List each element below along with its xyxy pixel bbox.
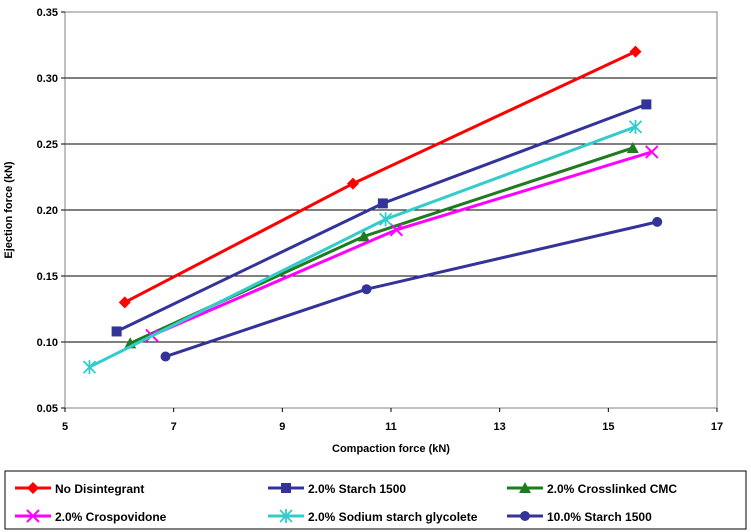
legend-marker: [520, 511, 530, 521]
y-tick-label: 0.10: [37, 337, 58, 349]
x-tick-label: 7: [171, 421, 177, 433]
data-point: [346, 177, 359, 190]
data-point: [361, 284, 372, 295]
y-tick-label: 0.20: [37, 205, 58, 217]
legend-label: 2.0% Starch 1500: [308, 482, 406, 496]
axis-ticks: [61, 11, 718, 412]
series-2: [111, 99, 652, 337]
series-6: [160, 216, 663, 362]
legend-box: [4, 470, 747, 530]
legend-label: 2.0% Crosslinked CMC: [547, 482, 677, 496]
series-5: [82, 119, 643, 375]
data-point: [628, 119, 643, 134]
legend-item: 2.0% Sodium starch glycolete: [268, 509, 478, 524]
x-tick-label: 11: [385, 421, 397, 433]
data-point: [629, 45, 642, 58]
legend-marker: [26, 509, 40, 523]
data-point: [389, 223, 404, 237]
legend-item: 2.0% Starch 1500: [268, 482, 406, 496]
x-axis-title: Compaction force (kN): [332, 443, 450, 455]
legend-marker: [281, 483, 291, 493]
x-axis-tick-labels: 5 7 9 11 13 15 17: [62, 421, 723, 433]
y-tick-label: 0.15: [37, 271, 58, 283]
y-axis-title: Ejection force (kN): [3, 161, 15, 259]
legend-marker: [279, 509, 293, 523]
series-layer: [82, 45, 663, 375]
y-tick-label: 0.35: [37, 7, 58, 19]
data-point: [357, 230, 370, 242]
legend-label: 2.0% Crospovidone: [55, 510, 167, 524]
legend-item: 2.0% Crosslinked CMC: [507, 482, 677, 496]
legend-label: No Disintegrant: [55, 482, 144, 496]
x-tick-label: 15: [602, 421, 614, 433]
x-tick-label: 17: [711, 421, 723, 433]
y-tick-label: 0.25: [37, 139, 58, 151]
y-axis-tick-labels: 0.05 0.10 0.15 0.20 0.25 0.30 0.35: [37, 7, 58, 415]
y-tick-label: 0.05: [37, 403, 58, 415]
data-point: [118, 296, 131, 309]
legend-item: No Disintegrant: [15, 482, 144, 496]
x-tick-label: 13: [494, 421, 506, 433]
data-point: [377, 198, 388, 209]
y-tick-label: 0.30: [37, 73, 58, 85]
data-point: [111, 326, 122, 337]
legend-label: 2.0% Sodium starch glycolete: [308, 510, 478, 524]
data-point: [645, 145, 659, 159]
legend-marker: [27, 482, 39, 494]
data-point: [641, 99, 652, 110]
x-tick-label: 9: [279, 421, 285, 433]
data-point: [652, 216, 663, 227]
series-1: [118, 45, 642, 309]
legend-item: 10.0% Starch 1500: [507, 510, 652, 524]
data-point: [378, 212, 393, 227]
legend-label: 10.0% Starch 1500: [547, 510, 652, 524]
data-point: [82, 360, 97, 375]
legend-marker: [519, 482, 531, 493]
x-tick-label: 5: [62, 421, 68, 433]
legend: No Disintegrant 2.0% Starch 1500 2.0% Cros…: [4, 470, 747, 530]
legend-item: 2.0% Crospovidone: [15, 509, 167, 524]
data-point: [626, 141, 639, 153]
data-point: [160, 351, 171, 362]
